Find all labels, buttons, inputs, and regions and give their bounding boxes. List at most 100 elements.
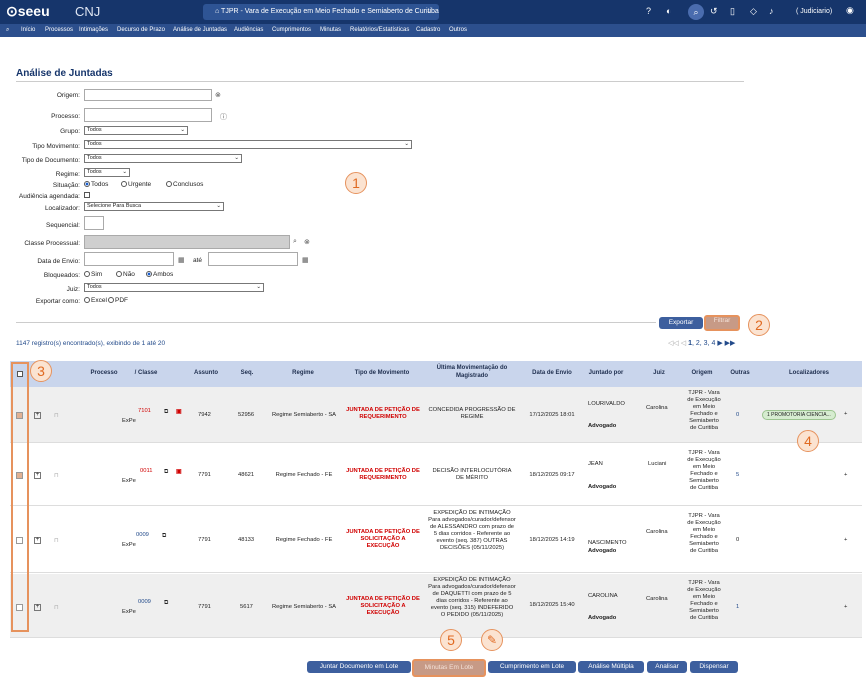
sequencial-input[interactable] — [84, 216, 104, 230]
classe-input[interactable] — [84, 235, 290, 249]
situacao-todos-radio[interactable]: Todos — [84, 181, 108, 188]
col-juiz[interactable]: Juiz — [653, 370, 665, 376]
search-icon[interactable]: ⌕ — [293, 238, 297, 245]
regime-select[interactable]: Todos ⌄ — [84, 168, 130, 177]
excel-radio[interactable]: Excel — [84, 297, 107, 304]
juntar-documento-lote-button[interactable]: Juntar Documento em Lote — [307, 661, 411, 673]
outras-value[interactable]: 5 — [736, 472, 740, 478]
tribunal-selector[interactable]: ⌂ TJPR - Vara de Execução em Meio Fechad… — [203, 4, 439, 20]
situacao-urgente-radio[interactable]: Urgente — [121, 181, 151, 188]
col-data-envio[interactable]: Data de Envio — [532, 370, 572, 376]
localizador-badge[interactable]: 1 PROMOTORIA CIENCIA... — [762, 410, 836, 420]
audiencia-checkbox[interactable] — [84, 192, 90, 198]
page-3-link[interactable]: 3 — [703, 340, 708, 347]
tipo-documento-select[interactable]: Todos ⌄ — [84, 154, 242, 163]
add-icon[interactable]: + — [844, 604, 848, 610]
last-page-icon[interactable]: ▶▶ — [724, 340, 736, 347]
juiz-select[interactable]: Todos ⌄ — [84, 283, 264, 292]
nav-minutas[interactable]: Minutas — [320, 27, 342, 33]
clear-icon[interactable]: ⊗ — [304, 239, 310, 246]
situacao-conclusos-radio[interactable]: Conclusos — [166, 181, 203, 188]
bloqueados-nao-radio[interactable]: Não — [116, 271, 135, 278]
prev-page-icon[interactable]: ◁ — [680, 340, 687, 347]
first-page-icon[interactable]: ◁◁ — [668, 340, 679, 347]
clear-icon[interactable]: ⊗ — [215, 92, 221, 99]
nav-outros[interactable]: Outros — [449, 27, 468, 33]
col-localizadores[interactable]: Localizadores — [788, 370, 829, 376]
nav-cadastro[interactable]: Cadastro — [416, 27, 441, 33]
expand-icon[interactable]: + — [34, 604, 41, 611]
data-inicio-input[interactable] — [84, 252, 174, 266]
localizador-select[interactable]: Selecione Para Busca ⌄ — [84, 202, 224, 211]
pdf-radio[interactable]: PDF — [108, 297, 128, 304]
copy-icon[interactable]: ⧉ — [164, 600, 169, 606]
col-seq[interactable]: Seq. — [240, 370, 254, 376]
col-regime[interactable]: Regime — [292, 370, 314, 376]
user-icon[interactable]: ◉ — [846, 5, 854, 15]
processo-link[interactable]: 0011 — [140, 468, 153, 474]
cumprimento-lote-button[interactable]: Cumprimento em Lote — [488, 661, 576, 673]
add-icon[interactable]: + — [844, 537, 848, 543]
nav-analise[interactable]: Análise de Juntadas — [173, 27, 228, 33]
exportar-button[interactable]: Exportar — [659, 317, 703, 329]
analise-multipla-button[interactable]: Análise Múltipla — [578, 661, 644, 673]
page-4-link[interactable]: 4 — [711, 340, 716, 347]
table-row[interactable]: + ⊓ 7101 ExPe ⧉ ▣ 7942 52956 Regime Semi… — [10, 387, 862, 443]
table-row[interactable]: + ⊓ 0011 ExPe ⧉ ▣ 7791 48621 Regime Fech… — [10, 444, 862, 506]
nav-audiencias[interactable]: Audiências — [234, 27, 264, 33]
copy-icon[interactable]: ⧉ — [164, 469, 169, 475]
history-icon[interactable]: ↺ — [710, 6, 718, 16]
outras-value[interactable]: 1 — [736, 604, 740, 610]
nav-processos[interactable]: Processos — [45, 27, 74, 33]
filtrar-button[interactable]: Filtrar — [704, 315, 740, 331]
copy-icon[interactable]: ⧉ — [164, 409, 169, 415]
copy-icon[interactable]: ⧉ — [162, 533, 167, 539]
theme-icon[interactable]: ◐ — [666, 6, 672, 16]
row-checkbox[interactable] — [16, 412, 23, 419]
user-menu[interactable]: ( Judiciario) — [796, 8, 833, 15]
tipo-movimento-select[interactable]: Todos ⌄ — [84, 140, 412, 149]
page-2-link[interactable]: 2 — [695, 340, 700, 347]
col-classe[interactable]: / Classe — [134, 370, 158, 376]
outras-value[interactable]: 0 — [736, 412, 740, 418]
analisar-button[interactable]: Analisar — [647, 661, 687, 673]
bloqueados-sim-radio[interactable]: Sim — [84, 271, 102, 278]
col-tipo-movimento[interactable]: Tipo de Movimento — [354, 370, 410, 376]
tag-icon[interactable]: ◇ — [750, 6, 757, 16]
table-row[interactable]: + ⊓ 0009 ExPe ⧉ 7791 48133 Regime Fechad… — [10, 507, 862, 573]
expand-icon[interactable]: + — [34, 412, 41, 419]
expand-icon[interactable]: + — [34, 472, 41, 479]
expand-icon[interactable]: + — [34, 537, 41, 544]
calendar-icon[interactable]: ▦ — [178, 257, 185, 264]
bloqueados-ambos-radio[interactable]: Ambos — [146, 271, 173, 278]
bookmark-icon[interactable]: ▯ — [730, 6, 735, 16]
row-checkbox[interactable] — [16, 537, 23, 544]
row-checkbox[interactable] — [16, 472, 23, 479]
col-assunto[interactable]: Assunto — [194, 370, 218, 376]
col-origem[interactable]: Origem — [691, 370, 713, 376]
help-icon[interactable]: ? — [646, 6, 652, 16]
processo-link[interactable]: 7101 — [138, 408, 151, 414]
grupo-select[interactable]: Todos ⌄ — [84, 126, 188, 135]
outras-value[interactable]: 0 — [736, 537, 740, 543]
nav-inicio[interactable]: Início — [21, 27, 36, 33]
select-all-checkbox[interactable] — [17, 371, 23, 377]
col-ultima-movimentacao[interactable]: Última Movimentação do Magistrado — [436, 365, 508, 379]
nav-intimacoes[interactable]: Intimações — [79, 27, 109, 33]
nav-relatorios[interactable]: Relatórios/Estatísticas — [350, 27, 410, 33]
calendar-icon[interactable]: ▦ — [302, 257, 309, 264]
table-row[interactable]: + ⊓ 0009 ExPe ⧉ 7791 5617 Regime Semiabe… — [10, 574, 862, 638]
row-checkbox[interactable] — [16, 604, 23, 611]
col-outras[interactable]: Outras — [730, 370, 750, 376]
dispensar-button[interactable]: Dispensar — [690, 661, 738, 673]
nav-cumprimentos[interactable]: Cumprimentos — [272, 27, 312, 33]
processo-input[interactable] — [84, 108, 212, 122]
processo-link[interactable]: 0009 — [136, 532, 149, 538]
processo-link[interactable]: 0009 — [138, 599, 151, 605]
next-page-icon[interactable]: ▶ — [717, 340, 723, 347]
origem-input[interactable] — [84, 89, 212, 101]
minutas-lote-button[interactable]: Minutas Em Lote — [412, 659, 486, 677]
add-icon[interactable]: + — [844, 411, 848, 417]
col-juntado-por[interactable]: Juntado por — [588, 370, 624, 376]
add-icon[interactable]: + — [844, 472, 848, 478]
